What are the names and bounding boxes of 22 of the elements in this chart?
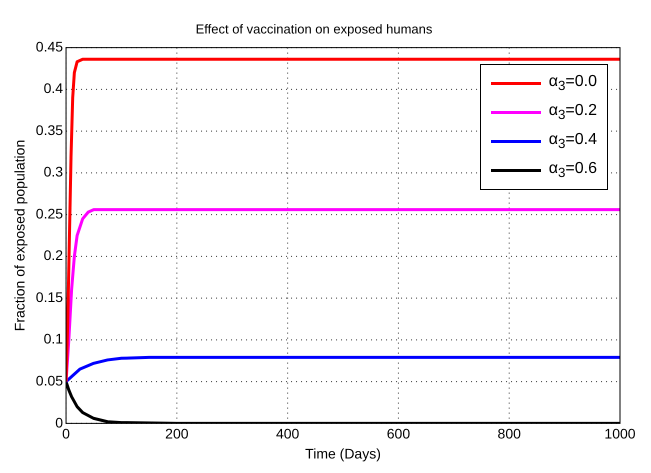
legend-label: α$_{3}$=0.2 xyxy=(548,102,597,122)
chart-title: Effect of vaccination on exposed humans xyxy=(196,21,433,36)
y-tick-label: 0.2 xyxy=(44,247,64,264)
y-tick-label: 0.05 xyxy=(36,372,64,389)
y-tick-label: 0.3 xyxy=(44,164,64,180)
x-tick-label: 1000 xyxy=(604,426,636,442)
y-tick-label: 0.15 xyxy=(36,288,64,305)
x-tick-label: 600 xyxy=(386,426,410,442)
x-tick-label: 400 xyxy=(276,426,300,442)
x-axis-title: Time (Days) xyxy=(305,445,381,462)
x-tick-label: 200 xyxy=(165,426,189,442)
y-tick-label: 0.1 xyxy=(44,330,64,347)
y-tick-label: 0.35 xyxy=(36,122,64,138)
legend-label: α$_{3}$=0.6 xyxy=(548,160,597,180)
legend-label: α$_{3}$=0.4 xyxy=(548,131,597,152)
x-tick-label: 800 xyxy=(498,426,522,442)
y-tick-label: 0.25 xyxy=(36,205,64,222)
y-tick-label: 0 xyxy=(55,414,64,430)
y-tick-label: 0.45 xyxy=(36,38,64,54)
y-tick-label: 0.4 xyxy=(44,80,64,96)
y-axis-title: Fraction of exposed population xyxy=(11,140,28,332)
legend-label: α$_{3}$=0.0 xyxy=(548,73,597,94)
